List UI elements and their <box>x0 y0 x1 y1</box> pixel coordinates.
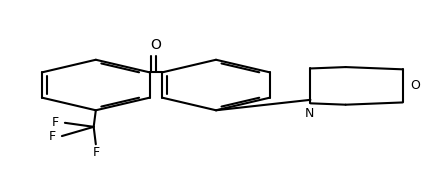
Text: F: F <box>92 146 99 159</box>
Text: O: O <box>150 38 161 52</box>
Text: F: F <box>49 130 56 143</box>
Text: O: O <box>410 79 420 92</box>
Text: N: N <box>305 107 314 120</box>
Text: F: F <box>52 116 59 129</box>
